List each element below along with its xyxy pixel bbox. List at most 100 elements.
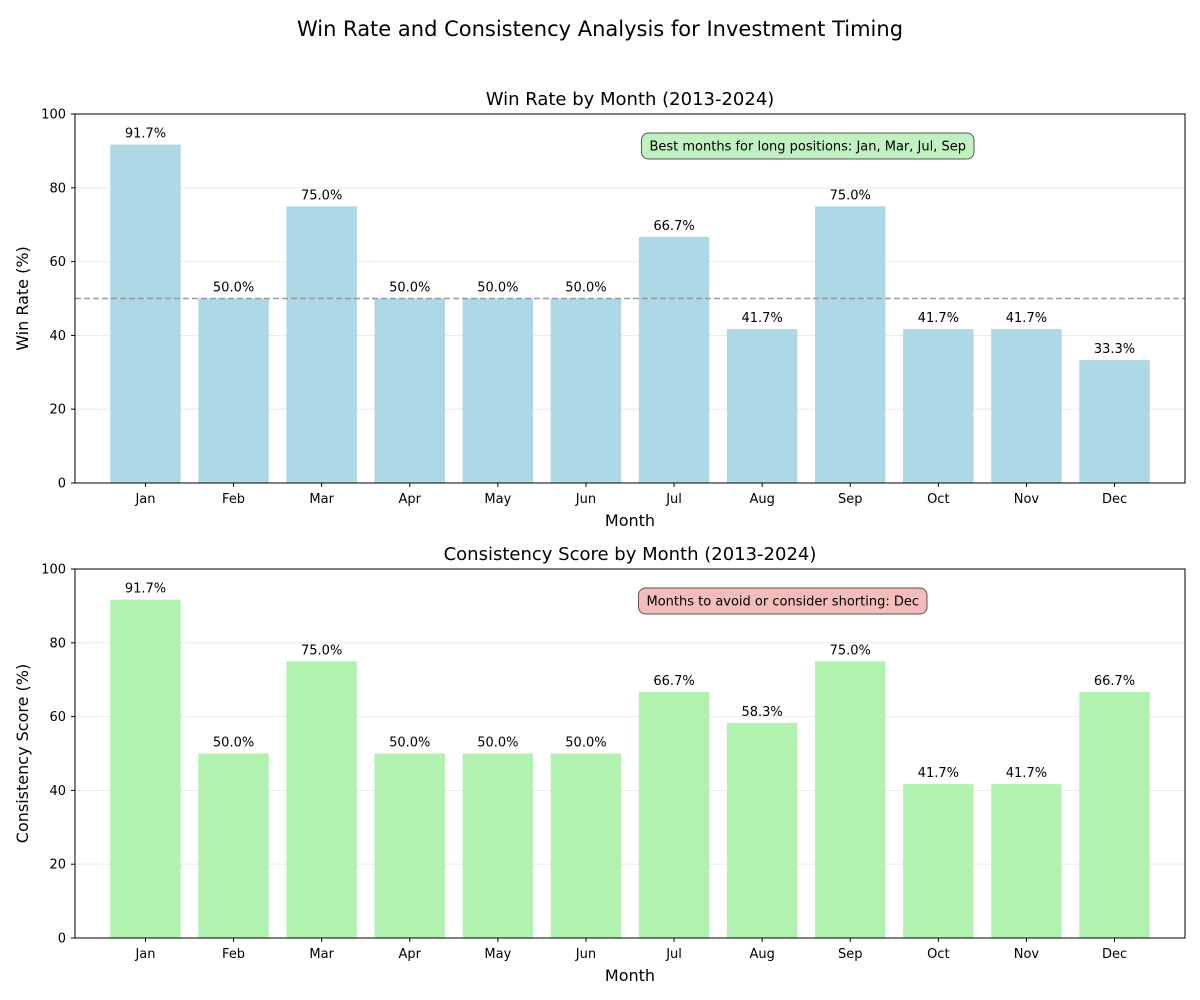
consistency-bar-sep xyxy=(815,661,886,938)
win-rate-bar-dec xyxy=(1079,360,1150,483)
win-rate-bar-jun xyxy=(550,298,622,483)
consistency-score-chart: 91.7% 50.0% 75.0% 50.0% 50.0% 50.0% 66.7% 58.3%… xyxy=(13,544,1186,985)
win-rate-plot-frame xyxy=(74,113,1186,484)
win-rate-x-tick-label: Nov xyxy=(1014,492,1040,507)
win-rate-bar-sep xyxy=(815,206,886,483)
consistency-y-tick-label: 0 xyxy=(58,932,66,947)
win-rate-bar-jul xyxy=(638,236,710,483)
consistency-bar-mar xyxy=(286,661,357,938)
win-rate-x-tick-label: Apr xyxy=(399,492,422,507)
consistency-x-tick-label: Dec xyxy=(1102,947,1127,962)
consistency-bar-apr xyxy=(374,753,445,938)
win-rate-x-tick-label: May xyxy=(484,492,511,507)
consistency-y-tick-label: 40 xyxy=(49,784,66,799)
win-rate-bar-mar xyxy=(286,206,357,483)
consistency-x-axis-label: Month xyxy=(605,966,655,985)
consistency-bar-dec xyxy=(1079,691,1150,938)
consistency-value-label: 50.0% xyxy=(389,736,430,751)
win-rate-x-axis-label: Month xyxy=(605,511,655,530)
consistency-plot-frame xyxy=(74,568,1186,939)
consistency-value-label: 91.7% xyxy=(125,582,166,597)
consistency-value-label: 50.0% xyxy=(565,736,606,751)
figure-suptitle: Win Rate and Consistency Analysis for In… xyxy=(297,17,903,41)
win-rate-y-tick-label: 60 xyxy=(49,255,66,270)
win-rate-value-label: 50.0% xyxy=(213,281,254,296)
consistency-bar-feb xyxy=(198,753,269,938)
consistency-bar-jul xyxy=(638,691,710,938)
consistency-x-tick-label: Jan xyxy=(134,947,155,962)
win-rate-value-label: 41.7% xyxy=(1006,311,1047,326)
win-rate-value-label: 50.0% xyxy=(477,281,518,296)
consistency-x-tick-label: Jun xyxy=(575,947,596,962)
consistency-value-label: 50.0% xyxy=(477,736,518,751)
consistency-y-axis-label: Consistency Score (%) xyxy=(13,664,32,843)
win-rate-value-label: 41.7% xyxy=(741,311,782,326)
win-rate-x-tick-label: Dec xyxy=(1102,492,1127,507)
win-rate-bar-aug xyxy=(726,329,798,483)
win-rate-chart-title: Win Rate by Month (2013-2024) xyxy=(486,89,775,110)
win-rate-bar-may xyxy=(462,298,534,483)
win-rate-x-tick-label: Oct xyxy=(927,492,949,507)
consistency-bar-may xyxy=(462,753,534,938)
win-rate-x-tick-label: Aug xyxy=(749,492,774,507)
win-rate-value-label: 75.0% xyxy=(301,188,342,203)
win-rate-x-tick-label: Jul xyxy=(665,492,682,507)
consistency-value-label: 58.3% xyxy=(741,705,782,720)
win-rate-x-tick-label: Jan xyxy=(134,492,155,507)
consistency-y-tick-label: 80 xyxy=(49,636,66,651)
win-rate-chart: 91.7% 50.0% 75.0% 50.0% 50.0% 50.0% 66.7% 41.7%… xyxy=(13,89,1186,530)
consistency-value-label: 50.0% xyxy=(213,736,254,751)
win-rate-bar-jan xyxy=(110,144,181,483)
win-rate-value-label: 50.0% xyxy=(389,281,430,296)
consistency-value-label: 75.0% xyxy=(301,643,342,658)
consistency-value-label: 66.7% xyxy=(1094,674,1135,689)
win-rate-value-label: 75.0% xyxy=(830,188,871,203)
consistency-x-tick-label: May xyxy=(484,947,511,962)
avoid-months-annotation xyxy=(637,587,928,615)
avoid-months-annotation-text: Months to avoid or consider shorting: De… xyxy=(646,595,919,610)
win-rate-x-tick-label: Mar xyxy=(309,492,334,507)
win-rate-y-tick-label: 40 xyxy=(49,329,66,344)
win-rate-x-tick-label: Jun xyxy=(575,492,596,507)
consistency-x-tick-label: Feb xyxy=(222,947,245,962)
consistency-x-tick-label: Oct xyxy=(927,947,949,962)
consistency-bar-jun xyxy=(550,753,622,938)
win-rate-x-tick-label: Sep xyxy=(838,492,863,507)
consistency-bar-jan xyxy=(110,599,181,938)
win-rate-value-label: 91.7% xyxy=(125,127,166,142)
win-rate-bar-feb xyxy=(198,298,269,483)
consistency-x-tick-label: Apr xyxy=(399,947,422,962)
consistency-y-tick-label: 20 xyxy=(49,858,66,873)
win-rate-y-tick-label: 20 xyxy=(49,403,66,418)
consistency-value-label: 75.0% xyxy=(830,643,871,658)
consistency-value-label: 66.7% xyxy=(653,674,694,689)
consistency-value-label: 41.7% xyxy=(918,766,959,781)
win-rate-x-tick-label: Feb xyxy=(222,492,245,507)
win-rate-y-tick-label: 0 xyxy=(58,477,66,492)
win-rate-y-axis-label: Win Rate (%) xyxy=(13,246,32,351)
win-rate-bar-nov xyxy=(991,329,1062,483)
consistency-y-tick-label: 60 xyxy=(49,710,66,725)
win-rate-y-tick-label: 100 xyxy=(41,108,66,123)
consistency-x-tick-label: Mar xyxy=(309,947,334,962)
win-rate-value-label: 50.0% xyxy=(565,281,606,296)
win-rate-value-label: 66.7% xyxy=(653,219,694,234)
consistency-x-tick-label: Sep xyxy=(838,947,863,962)
win-rate-bar-apr xyxy=(374,298,445,483)
win-rate-y-tick-label: 80 xyxy=(49,181,66,196)
win-rate-value-label: 41.7% xyxy=(918,311,959,326)
consistency-y-tick-label: 100 xyxy=(41,563,66,578)
win-rate-value-label: 33.3% xyxy=(1094,342,1135,357)
consistency-bar-oct xyxy=(903,784,974,938)
consistency-x-tick-label: Jul xyxy=(665,947,682,962)
consistency-value-label: 41.7% xyxy=(1006,766,1047,781)
win-rate-bar-oct xyxy=(903,329,974,483)
consistency-bar-aug xyxy=(726,722,798,938)
best-months-annotation xyxy=(640,132,975,160)
consistency-x-tick-label: Aug xyxy=(749,947,774,962)
consistency-x-tick-label: Nov xyxy=(1014,947,1040,962)
best-months-annotation-text: Best months for long positions: Jan, Mar… xyxy=(649,140,966,155)
consistency-chart-title: Consistency Score by Month (2013-2024) xyxy=(444,544,817,565)
consistency-bar-nov xyxy=(991,784,1062,938)
